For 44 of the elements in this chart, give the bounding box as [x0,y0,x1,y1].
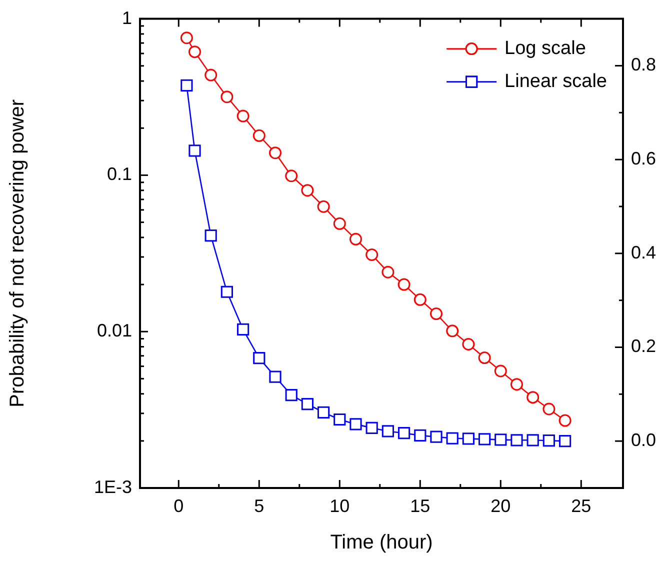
point [204,68,218,82]
y-tick-label: 0.1 [106,164,132,184]
y2-tick-label: 0.8 [631,54,656,75]
point [526,391,540,404]
point [333,217,346,230]
point [414,293,426,306]
point [558,414,572,427]
point [382,266,394,278]
x-tick-label: 20 [490,496,511,516]
x-tick-label: 5 [254,496,264,516]
point [510,378,523,391]
x-tick-label: 0 [174,496,184,516]
point [252,129,266,142]
x-axis-title: Time (hour) [330,532,433,554]
point [188,46,201,58]
point [236,110,250,122]
x-tick-label: 15 [410,496,430,516]
y-axis-title: Probability of not recovering power [6,99,29,408]
point [349,232,362,246]
point [317,200,330,213]
point [398,278,410,291]
point [446,324,459,338]
point [301,184,314,197]
y2-tick-label: 0.0 [631,430,656,450]
point [366,248,378,261]
y2-tick-label: 0.2 [631,336,656,356]
y2-tick-label: 0.6 [631,148,656,169]
legend-label: Log scale [504,38,586,60]
point [285,170,298,182]
point [220,90,234,104]
point [494,364,507,378]
x-tick-label: 10 [330,496,350,516]
point [430,308,442,320]
point [478,352,491,364]
point [462,338,475,351]
y2-tick-label: 0.4 [631,242,656,262]
point [180,32,193,44]
legend-label: Linear scale [504,71,608,92]
y-tick-label: 1 [122,8,132,28]
point [268,146,282,160]
y-tick-label: 1E-3 [94,476,132,497]
point [542,402,556,416]
y-tick-label: 0.01 [96,320,132,341]
x-tick-label: 25 [571,496,592,516]
